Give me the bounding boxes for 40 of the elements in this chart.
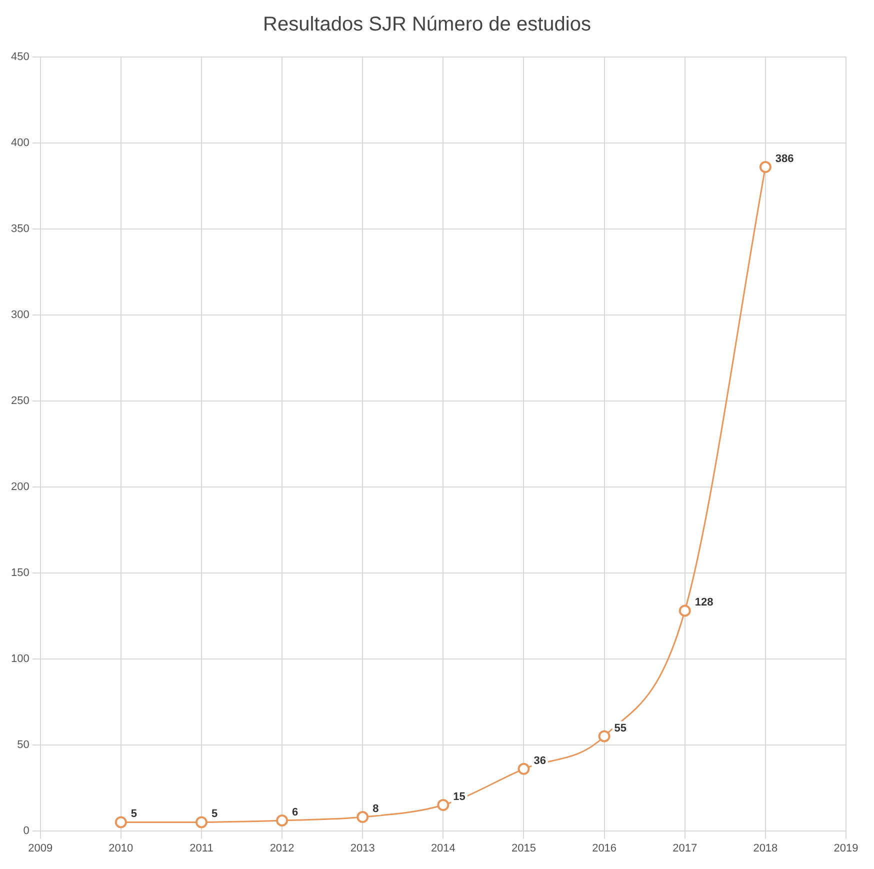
y-tick-label: 250 [10,394,30,407]
y-tick-label: 50 [17,738,30,751]
data-label: 36 [534,754,546,767]
point [276,814,288,826]
x-tick-label: 2013 [350,842,375,854]
x-tick-label: 2017 [672,842,698,854]
data-label: 5 [211,808,218,820]
y-tick-label: 100 [10,652,30,665]
point [759,161,772,174]
y-tick-label: 300 [10,308,30,321]
x-tick-label: 2016 [592,842,617,854]
data-label: 55 [614,722,627,734]
data-label: 5 [130,808,138,820]
point [678,604,691,617]
point [437,799,450,812]
data-label: 8 [372,803,379,816]
y-tick-label: 200 [10,480,30,493]
point [114,816,127,828]
y-tick-label: 150 [10,566,30,579]
y-tick-label: 400 [10,137,30,150]
x-tick-label: 2018 [753,842,778,854]
y-tick-label: 0 [23,824,30,837]
x-tick-label: 2012 [270,842,294,854]
x-tick-label: 2015 [512,842,536,854]
data-label: 15 [453,791,466,804]
x-tick-label: 2009 [28,842,53,854]
point [356,811,369,824]
y-tick-label: 350 [10,222,30,235]
point [598,730,610,742]
data-label: 386 [775,153,794,166]
y-tick-label: 450 [10,51,30,64]
x-tick-label: 2010 [108,842,134,854]
chart-title: Resultados SJR Número de estudios [263,14,591,36]
data-label: 6 [292,806,298,819]
point [518,762,530,775]
x-tick-label: 2011 [190,842,214,854]
x-tick-label: 2014 [430,842,456,854]
data-label: 128 [694,596,714,609]
x-tick-label: 2019 [834,842,858,854]
point [195,816,208,828]
